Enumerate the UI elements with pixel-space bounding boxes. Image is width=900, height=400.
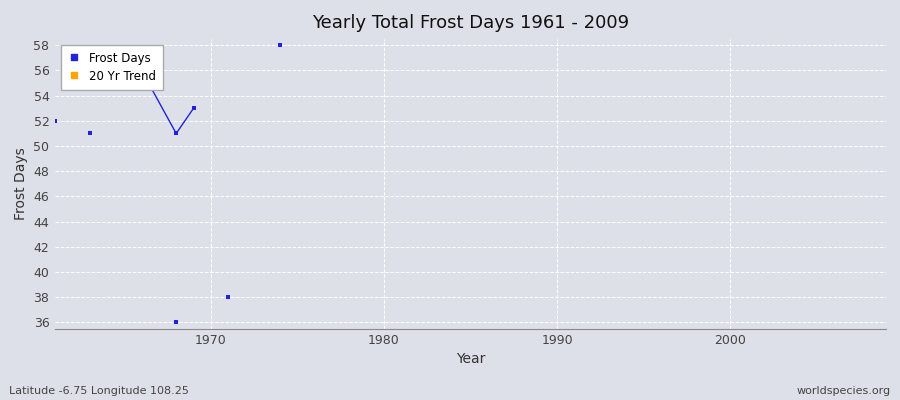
Text: Latitude -6.75 Longitude 108.25: Latitude -6.75 Longitude 108.25 [9, 386, 189, 396]
Legend: Frost Days, 20 Yr Trend: Frost Days, 20 Yr Trend [61, 45, 163, 90]
Point [48, 118, 62, 124]
X-axis label: Year: Year [456, 352, 485, 366]
Point [169, 319, 184, 326]
Point [220, 294, 235, 300]
Point [273, 42, 287, 48]
Text: worldspecies.org: worldspecies.org [796, 386, 891, 396]
Point [134, 67, 148, 74]
Point [169, 130, 184, 137]
Y-axis label: Frost Days: Frost Days [14, 148, 28, 220]
Point [186, 105, 201, 112]
Point [83, 130, 97, 137]
Title: Yearly Total Frost Days 1961 - 2009: Yearly Total Frost Days 1961 - 2009 [312, 14, 629, 32]
